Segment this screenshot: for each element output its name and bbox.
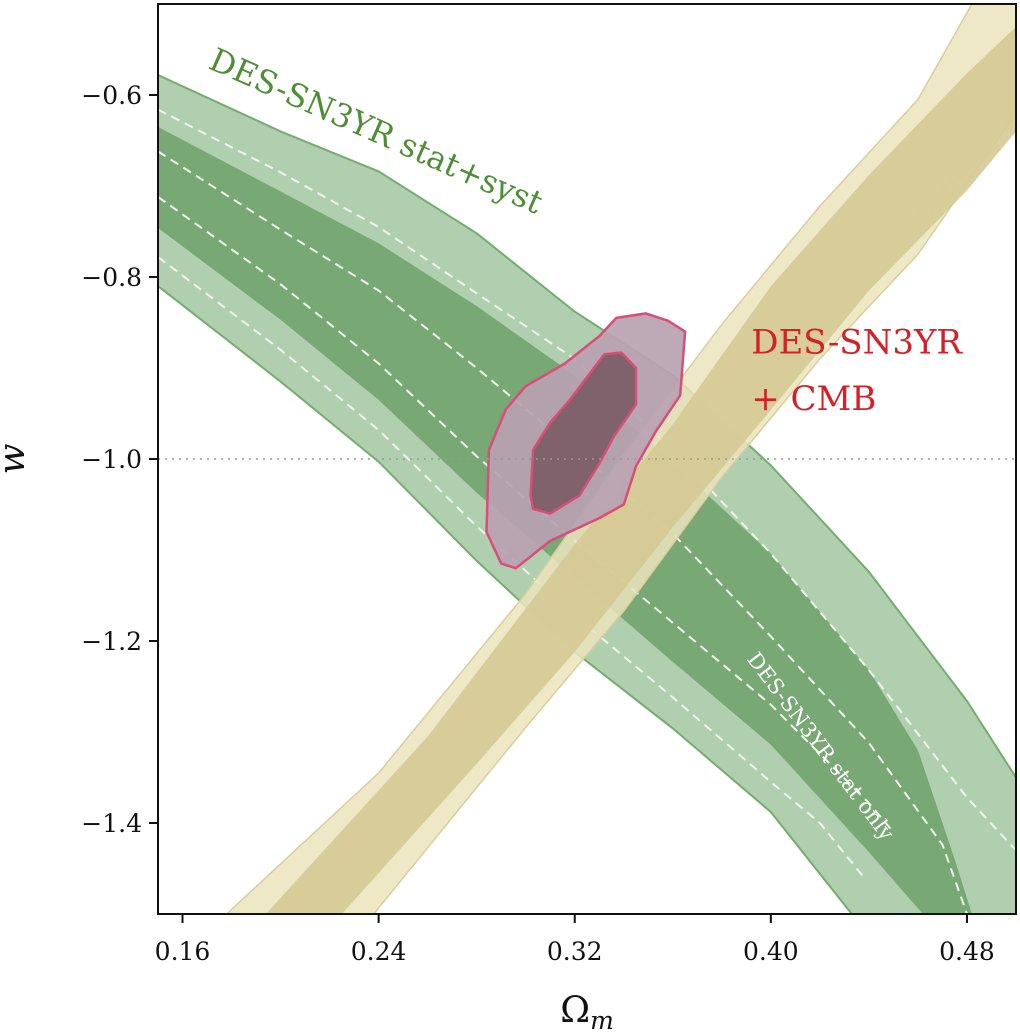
sn-stat-only-contour-4 — [158, 256, 865, 879]
y-axis: −0.6 −0.8 −1.0 −1.2 −1.4 — [81, 81, 158, 838]
x-tick-label: 0.16 — [155, 937, 211, 966]
sn-stat-only-contour-1 — [158, 108, 1016, 851]
x-tick-label: 0.32 — [547, 937, 603, 966]
y-tick-label: −0.6 — [81, 81, 142, 110]
y-tick-label: −1.2 — [81, 627, 142, 656]
combined-contour-68 — [529, 351, 638, 515]
plot-area — [158, 4, 1016, 914]
x-axis-label: Ωm — [560, 990, 614, 1035]
y-tick-label: −1.0 — [81, 445, 142, 474]
cmb-contour-68 — [265, 26, 1016, 914]
x-tick-label: 0.40 — [743, 937, 799, 966]
x-tick-label: 0.48 — [939, 937, 995, 966]
x-tick-label: 0.24 — [351, 937, 407, 966]
annotation-label: + CMB — [751, 379, 876, 419]
y-tick-label: −0.8 — [81, 263, 142, 292]
annotation-label: DES-SN3YR — [751, 322, 963, 362]
y-tick-label: −1.4 — [81, 809, 142, 838]
x-axis: 0.16 0.24 0.32 0.40 0.48 — [155, 914, 995, 966]
y-axis-label: w — [0, 443, 33, 474]
